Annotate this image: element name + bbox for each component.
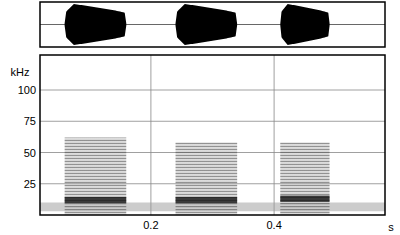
y-tick-label: 50: [24, 147, 36, 159]
grid-line-y: [40, 90, 385, 91]
syllable-energy: [176, 143, 238, 216]
syllable-peak-band: [65, 197, 127, 203]
x-tick-label: 0.2: [143, 219, 158, 231]
waveform-baseline: [40, 24, 385, 25]
spectrogram-frame: [40, 55, 385, 215]
grid-line-x: [150, 55, 151, 215]
y-tick-label: 100: [18, 84, 36, 96]
syllable-energy: [65, 138, 127, 216]
y-tick-label: 25: [24, 178, 36, 190]
syllable-peak-band: [280, 196, 329, 202]
x-tick-label: 0.4: [266, 219, 281, 231]
syllable-energy: [280, 143, 329, 216]
chart-root: 25 50 75 100 0.2 0.4 kHz s: [0, 0, 400, 235]
chart: 25 50 75 100 0.2 0.4 kHz s: [0, 0, 400, 235]
grid: [40, 55, 385, 215]
spectrogram: [40, 138, 385, 216]
grid-line-y: [40, 121, 385, 122]
x-axis-label: s: [388, 221, 394, 233]
y-axis-label: kHz: [11, 66, 30, 78]
waveform-frame: [40, 2, 385, 47]
grid-line-x: [274, 55, 275, 215]
y-tick-label: 75: [24, 115, 36, 127]
syllable-peak-band: [176, 197, 238, 203]
